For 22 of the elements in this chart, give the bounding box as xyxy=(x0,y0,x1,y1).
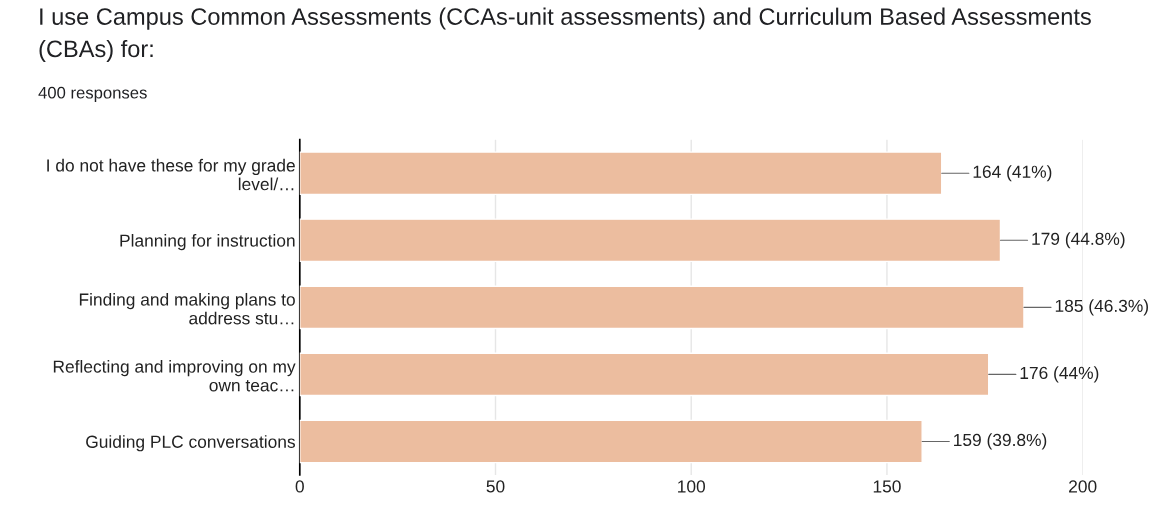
bar xyxy=(299,419,923,464)
data-label: 159 (39.8%) xyxy=(954,433,1047,450)
bar xyxy=(299,218,1002,263)
x-tick-label: 50 xyxy=(486,480,505,493)
text: 400 responses xyxy=(38,86,147,102)
x-tick-label: 0 xyxy=(295,480,304,493)
x-tick-label: 200 xyxy=(1069,480,1097,493)
y-tick-label: Guiding PLC conversations xyxy=(86,435,295,452)
y-tick-label: Planning for instruction xyxy=(120,233,295,251)
bar xyxy=(299,352,990,397)
data-label: 179 (44.8%) xyxy=(1032,232,1125,249)
y-tick-label: I do not have these for my grade level/… xyxy=(47,158,295,191)
data-label: 185 (46.3%) xyxy=(1055,299,1149,316)
x-tick-label: 100 xyxy=(678,480,706,493)
x-tick-label: 150 xyxy=(873,480,901,493)
bar xyxy=(299,151,943,196)
bar xyxy=(299,285,1025,330)
y-tick-label: Finding and making plans to address stu… xyxy=(79,292,295,325)
y-tick-label: Reflecting and improving on my own teac… xyxy=(53,360,296,392)
chart-title: I use Campus Common Assessments (CCAs-unit assessments) and Curriculum Based Assessments (CBAs) for: xyxy=(39,7,1091,62)
data-label: 164 (41%) xyxy=(973,165,1052,182)
data-label: 176 (44%) xyxy=(1020,366,1099,383)
